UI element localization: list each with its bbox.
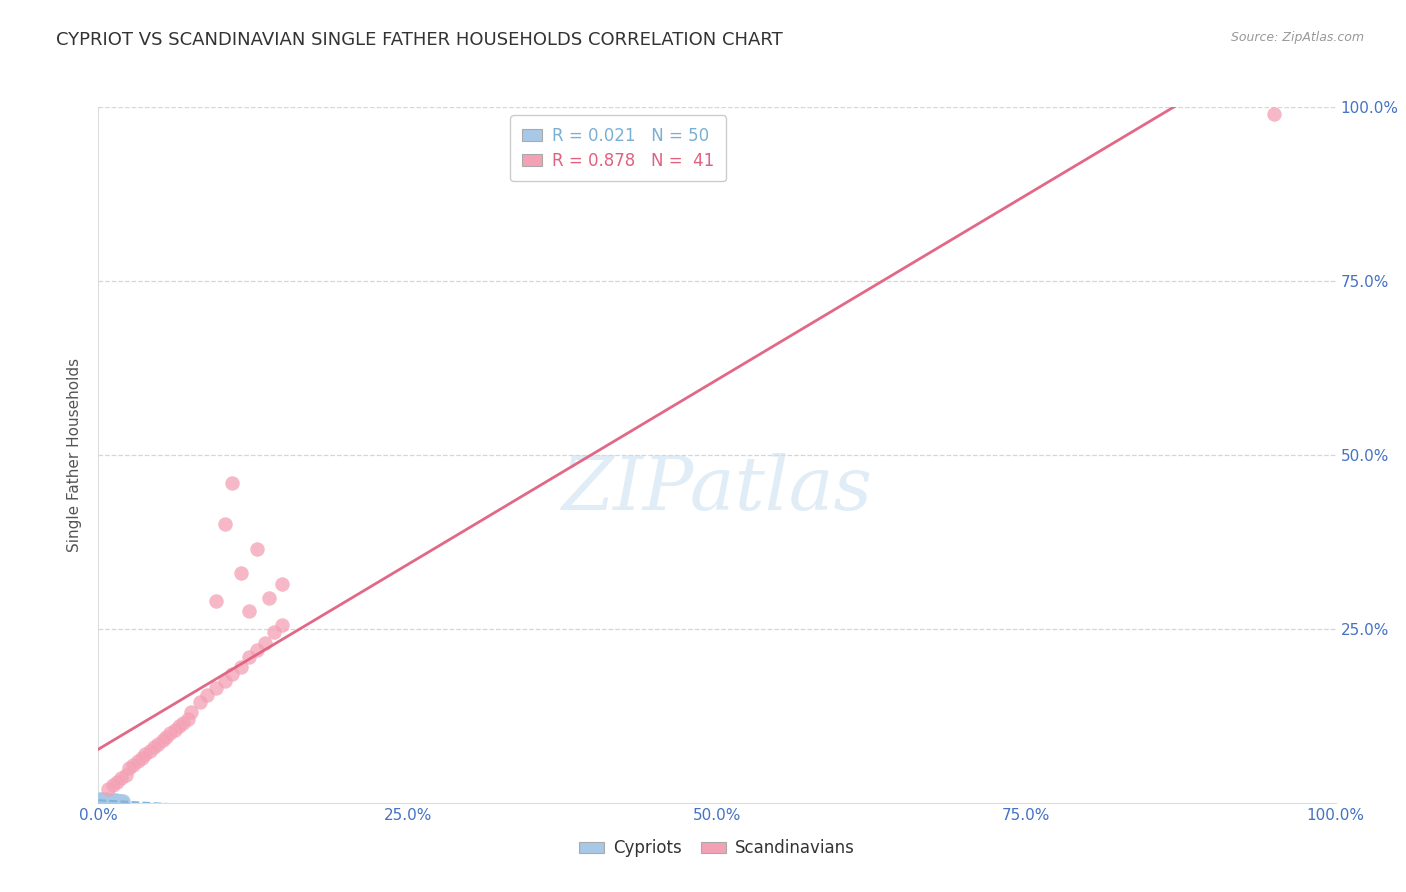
Point <box>176 712 198 726</box>
Point <box>100 793 122 807</box>
Point <box>94 792 117 806</box>
Point <box>111 795 134 809</box>
Point <box>94 794 117 808</box>
Point <box>107 794 129 808</box>
Point <box>122 757 145 772</box>
Point <box>152 733 174 747</box>
Point <box>110 794 132 808</box>
Point <box>103 794 125 808</box>
Point <box>143 740 166 755</box>
Point <box>246 541 269 556</box>
Point <box>229 566 252 581</box>
Point <box>103 778 125 792</box>
Point <box>104 793 127 807</box>
Point <box>93 793 115 807</box>
Point <box>263 625 285 640</box>
Point <box>105 795 128 809</box>
Point <box>1263 107 1285 121</box>
Point <box>105 794 128 808</box>
Point <box>110 772 132 786</box>
Point <box>167 719 190 733</box>
Point <box>134 747 156 761</box>
Point <box>97 795 120 809</box>
Point <box>101 795 124 809</box>
Point <box>127 754 149 768</box>
Point <box>93 794 115 808</box>
Point <box>100 794 122 808</box>
Point <box>214 674 236 689</box>
Text: ZIPatlas: ZIPatlas <box>561 453 873 526</box>
Point <box>90 795 112 809</box>
Point <box>96 794 118 808</box>
Point <box>112 794 135 808</box>
Point <box>205 681 228 695</box>
Point <box>131 750 153 764</box>
Point <box>98 794 121 808</box>
Point <box>195 688 218 702</box>
Point <box>254 636 277 650</box>
Point <box>155 730 177 744</box>
Point <box>96 793 118 807</box>
Text: Source: ZipAtlas.com: Source: ZipAtlas.com <box>1230 31 1364 45</box>
Point <box>93 795 115 809</box>
Point <box>91 794 114 808</box>
Point <box>98 794 121 808</box>
Point <box>98 794 121 808</box>
Point <box>93 794 115 808</box>
Point <box>90 793 112 807</box>
Point <box>108 795 131 809</box>
Point <box>91 792 114 806</box>
Point <box>172 715 194 730</box>
Point <box>97 794 120 808</box>
Point <box>146 737 169 751</box>
Point <box>270 576 292 591</box>
Point <box>188 695 211 709</box>
Text: CYPRIOT VS SCANDINAVIAN SINGLE FATHER HOUSEHOLDS CORRELATION CHART: CYPRIOT VS SCANDINAVIAN SINGLE FATHER HO… <box>56 31 783 49</box>
Point <box>114 768 136 782</box>
Point <box>97 793 120 807</box>
Point <box>270 618 292 632</box>
Point <box>108 794 131 808</box>
Point <box>103 794 125 808</box>
Point <box>104 794 127 808</box>
Point <box>91 794 114 808</box>
Point <box>139 744 162 758</box>
Point <box>103 794 125 808</box>
Point <box>221 667 243 681</box>
Point <box>89 792 111 806</box>
Point <box>229 660 252 674</box>
Point <box>214 517 236 532</box>
Point <box>104 794 127 808</box>
Point <box>90 793 112 807</box>
Point <box>180 706 202 720</box>
Point <box>93 793 115 807</box>
Point <box>165 723 187 737</box>
Point <box>221 475 243 490</box>
Y-axis label: Single Father Households: Single Father Households <box>67 358 83 552</box>
Point <box>205 594 228 608</box>
Point <box>93 794 115 808</box>
Point <box>96 794 118 808</box>
Point <box>103 795 125 809</box>
Point <box>246 642 269 657</box>
Point <box>101 794 124 808</box>
Point <box>103 793 125 807</box>
Point <box>105 775 128 789</box>
Point <box>100 794 122 808</box>
Point <box>107 794 129 808</box>
Point <box>94 793 117 807</box>
Point <box>101 794 124 808</box>
Legend: Cypriots, Scandinavians: Cypriots, Scandinavians <box>572 833 862 864</box>
Point <box>103 794 125 808</box>
Point <box>97 781 120 796</box>
Point <box>238 649 260 664</box>
Point <box>238 605 260 619</box>
Point <box>159 726 181 740</box>
Point <box>118 761 141 775</box>
Point <box>89 794 111 808</box>
Point <box>257 591 280 605</box>
